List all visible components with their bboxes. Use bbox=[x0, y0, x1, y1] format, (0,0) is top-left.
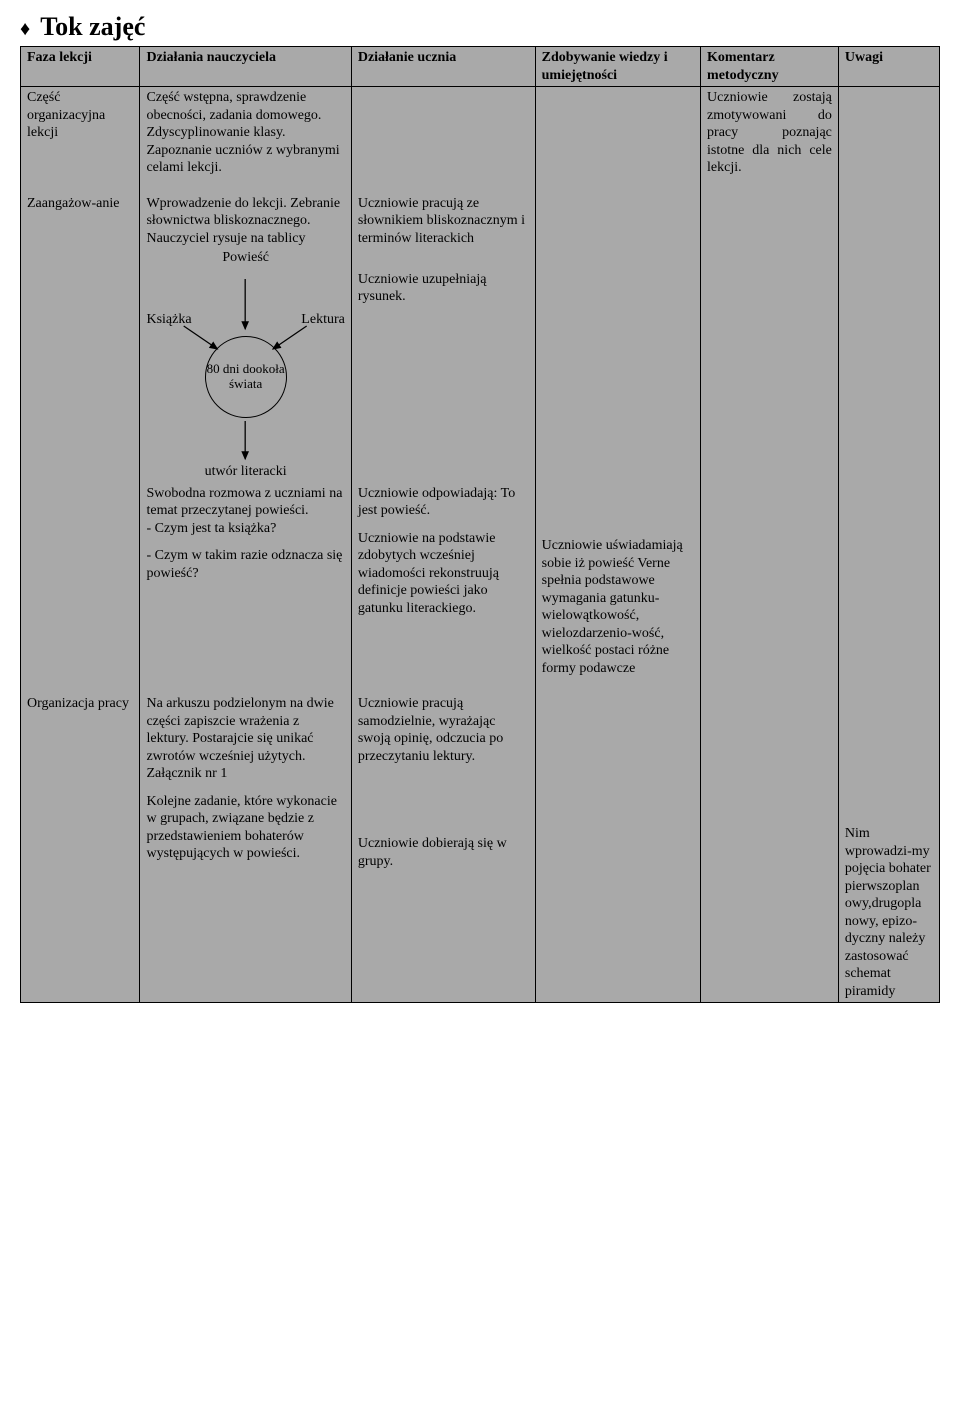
cell-nauczyciel: Część wstępna, sprawdzenie obecności, za… bbox=[140, 87, 351, 179]
diagram-circle: 80 dni dookoła świata bbox=[205, 336, 287, 418]
diagram-right-label: Lektura bbox=[301, 311, 345, 329]
row-spacer2 bbox=[21, 679, 940, 693]
text-centered: Powieść bbox=[146, 249, 344, 267]
row-diagram: Książka Lektura 80 dni dookoła świata bbox=[21, 269, 940, 483]
cell-faza: Część organizacyjna lekcji bbox=[21, 87, 140, 179]
text: - Czym jest ta książka? bbox=[146, 520, 344, 538]
text: - Czym w takim razie odznacza się powieś… bbox=[146, 547, 344, 582]
col-komentarz: Komentarz metodyczny bbox=[701, 47, 839, 87]
cell-komentarz bbox=[701, 693, 839, 1003]
row-spacer bbox=[21, 179, 940, 193]
text: Uczniowie odpowiadają: To jest powieść. bbox=[358, 485, 529, 520]
text: Nim wprowadzi-my pojęcia bohater pierwsz… bbox=[845, 825, 933, 1000]
cell-faza: Organizacja pracy bbox=[21, 693, 140, 1003]
col-faza: Faza lekcji bbox=[21, 47, 140, 87]
col-zdobywanie: Zdobywanie wiedzy i umiejętności bbox=[535, 47, 700, 87]
cell-uwagi bbox=[838, 193, 939, 269]
cell-nauczyciel: Swobodna rozmowa z uczniami na temat prz… bbox=[140, 483, 351, 680]
text: Uczniowie pracują samodzielnie, wyrażają… bbox=[358, 695, 529, 765]
diagram-left-label: Książka bbox=[146, 311, 191, 329]
cell-zdobywanie bbox=[535, 87, 700, 179]
diagram-bottom-label: utwór literacki bbox=[205, 463, 287, 481]
cell-uczen bbox=[351, 87, 535, 179]
text: Uczniowie dobierają się w grupy. bbox=[358, 835, 529, 870]
diagram-center-label: 80 dni dookoła świata bbox=[206, 362, 286, 391]
cell-nauczyciel: Na arkuszu podzielonym na dwie części za… bbox=[140, 693, 351, 1003]
cell-uwagi: Nim wprowadzi-my pojęcia bohater pierwsz… bbox=[838, 693, 939, 1003]
cell-nauczyciel: Wprowadzenie do lekcji. Zebranie słownic… bbox=[140, 193, 351, 269]
page-title: Tok zajęć bbox=[40, 12, 145, 42]
text: Wprowadzenie do lekcji. Zebranie słownic… bbox=[146, 196, 340, 246]
cell-faza: Zaangażow-anie bbox=[21, 193, 140, 269]
row-zaangazowanie: Zaangażow-anie Wprowadzenie do lekcji. Z… bbox=[21, 193, 940, 269]
concept-diagram: Książka Lektura 80 dni dookoła świata bbox=[146, 271, 344, 481]
col-dzialania-nauczyciela: Działania nauczyciela bbox=[140, 47, 351, 87]
row-rozmowa: Swobodna rozmowa z uczniami na temat prz… bbox=[21, 483, 940, 680]
cell-zdobywanie: Uczniowie uświadamiają sobie iż powieść … bbox=[535, 483, 700, 680]
cell-uczen: Uczniowie pracują ze słownikiem bliskozn… bbox=[351, 193, 535, 269]
cell-uczen: Uczniowie uzupełniają rysunek. bbox=[351, 269, 535, 483]
cell-komentarz bbox=[701, 193, 839, 269]
header-row: Faza lekcji Działania nauczyciela Działa… bbox=[21, 47, 940, 87]
cell-uwagi bbox=[838, 87, 939, 179]
cell-zdobywanie bbox=[535, 193, 700, 269]
cell-komentarz: Uczniowie zostają zmotywowani do pracy p… bbox=[701, 87, 839, 179]
diamond-icon: ♦ bbox=[20, 18, 30, 41]
text: Uczniowie uświadamiają sobie iż powieść … bbox=[542, 537, 694, 677]
page-heading: ♦ Tok zajęć bbox=[20, 12, 940, 42]
text: Kolejne zadanie, które wykonacie w grupa… bbox=[146, 793, 344, 863]
cell-uczen: Uczniowie odpowiadają: To jest powieść. … bbox=[351, 483, 535, 680]
col-uwagi: Uwagi bbox=[838, 47, 939, 87]
col-dzialanie-ucznia: Działanie ucznia bbox=[351, 47, 535, 87]
text: Na arkuszu podzielonym na dwie części za… bbox=[146, 695, 344, 783]
cell-uczen: Uczniowie pracują samodzielnie, wyrażają… bbox=[351, 693, 535, 1003]
text: Swobodna rozmowa z uczniami na temat prz… bbox=[146, 485, 344, 520]
row-organizacja-pracy: Organizacja pracy Na arkuszu podzielonym… bbox=[21, 693, 940, 1003]
lesson-table: Faza lekcji Działania nauczyciela Działa… bbox=[20, 46, 940, 1003]
text: Uczniowie na podstawie zdobytych wcześni… bbox=[358, 530, 529, 618]
cell-zdobywanie bbox=[535, 693, 700, 1003]
row-organizacyjna: Część organizacyjna lekcji Część wstępna… bbox=[21, 87, 940, 179]
